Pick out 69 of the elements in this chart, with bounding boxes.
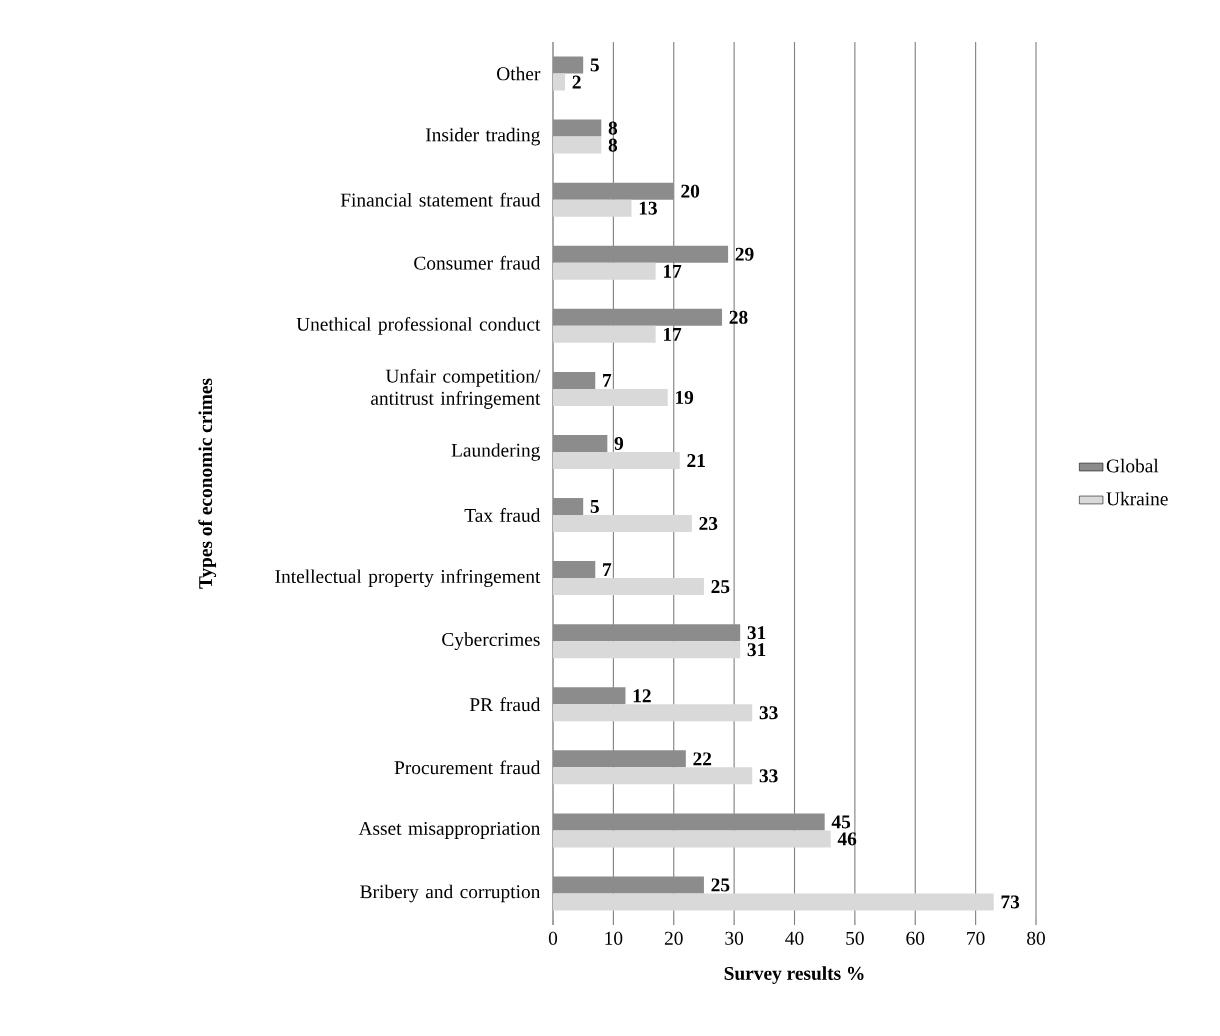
- data-label: 12: [633, 689, 651, 703]
- data-label: 21: [687, 454, 705, 467]
- y-tick-label: Laundering: [451, 443, 540, 461]
- data-label: 5: [590, 58, 599, 72]
- x-axis-title: Survey results %: [724, 966, 864, 984]
- y-tick-label: PR fraud: [469, 697, 541, 712]
- data-label: 45: [831, 815, 851, 829]
- bar: [553, 73, 566, 91]
- y-tick-label: Financial statement fraud: [340, 192, 541, 207]
- data-label: 8: [608, 138, 618, 152]
- data-label: 23: [699, 517, 718, 531]
- legend-label: Ukraine: [1106, 491, 1168, 506]
- data-label: 25: [711, 878, 730, 892]
- data-label: 46: [837, 832, 857, 846]
- data-label: 8: [608, 121, 618, 135]
- bar: [553, 767, 753, 785]
- data-label: 17: [663, 264, 682, 278]
- x-tick-label: 70: [967, 931, 985, 945]
- data-label: 19: [676, 390, 694, 404]
- bar: [553, 199, 632, 217]
- bar: [553, 325, 656, 343]
- bar: [553, 893, 994, 911]
- data-label: 33: [759, 769, 778, 783]
- legend-label: Global: [1106, 458, 1159, 473]
- y-tick-label: Other: [497, 66, 541, 81]
- data-label: 17: [663, 327, 682, 341]
- x-tick-label: 20: [664, 931, 683, 945]
- data-label: 33: [759, 706, 778, 720]
- bar: [553, 136, 602, 154]
- y-tick-label: Bribery and corruption: [360, 884, 541, 903]
- y-tick-label: Cybercrimes: [442, 632, 540, 650]
- y-tick-label: Procurement fraud: [394, 760, 541, 775]
- data-label: 25: [711, 580, 730, 594]
- data-label: 31: [747, 643, 766, 657]
- y-tick-label: Unfair competition/ antitrust infringement: [371, 368, 541, 409]
- y-tick-label: Tax fraud: [464, 508, 541, 522]
- x-tick-label: 50: [846, 931, 864, 945]
- x-tick-label: 0: [548, 931, 558, 945]
- data-label: 20: [681, 184, 700, 198]
- x-tick-label: 80: [1027, 931, 1045, 945]
- data-label: 5: [590, 500, 599, 513]
- x-tick-label: 60: [906, 931, 925, 945]
- y-tick-label: Intellectual property infringement: [275, 569, 541, 588]
- bar: [553, 515, 692, 533]
- x-tick-label: 40: [785, 931, 804, 945]
- bar: [553, 704, 753, 722]
- bar: [553, 830, 831, 848]
- bar: [553, 578, 704, 596]
- bar: [553, 388, 668, 406]
- y-tick-label: Asset misappropriation: [358, 821, 541, 839]
- data-label: 9: [614, 436, 624, 450]
- data-label: 22: [693, 752, 712, 766]
- x-tick-label: 10: [605, 931, 623, 945]
- data-label: 7: [603, 563, 612, 576]
- data-label: 13: [639, 201, 657, 215]
- data-label: 28: [729, 310, 748, 324]
- data-label: 73: [1001, 895, 1020, 909]
- data-label: 29: [735, 247, 754, 261]
- bar: [553, 262, 656, 280]
- y-tick-label: Unethical professional conduct: [296, 316, 541, 335]
- y-tick-label: Insider trading: [425, 127, 540, 146]
- x-tick-label: 30: [725, 931, 744, 945]
- data-label: 7: [603, 374, 612, 387]
- y-axis-title: Types of economic crimes: [198, 378, 217, 589]
- bar: [553, 641, 741, 659]
- y-tick-label: Consumer fraud: [414, 255, 541, 270]
- bar: [553, 451, 680, 469]
- data-label: 2: [572, 75, 581, 89]
- data-label: 31: [747, 626, 766, 640]
